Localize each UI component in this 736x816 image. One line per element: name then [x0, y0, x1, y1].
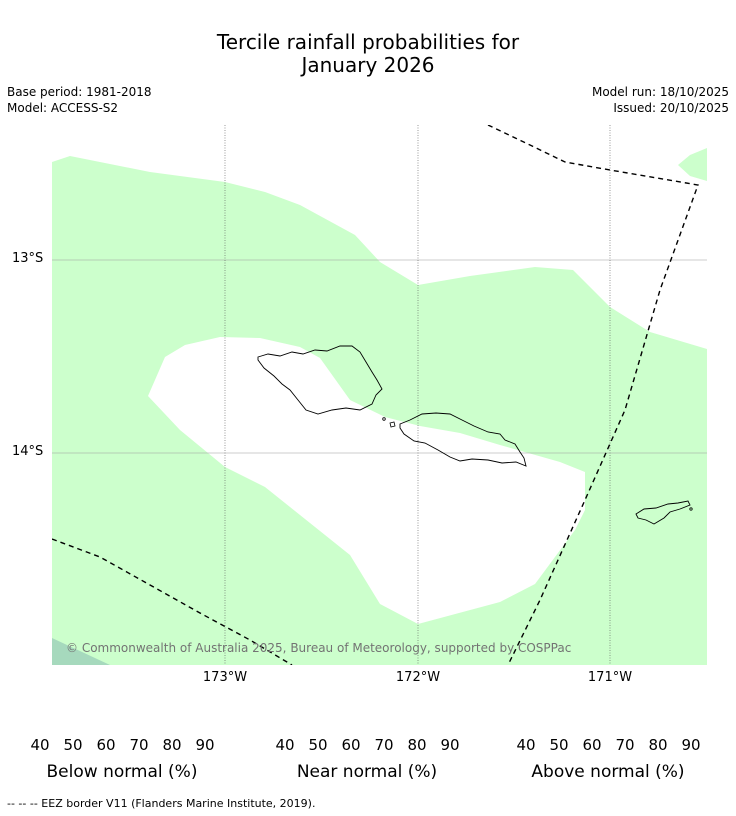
- title-line-2: January 2026: [301, 53, 435, 77]
- eez-border-east: [487, 125, 699, 665]
- eez-legend-note: -- -- -- EEZ border V11 (Flanders Marine…: [7, 797, 316, 810]
- savaii-island: [257, 345, 383, 415]
- below-colorbar-tick: 90: [195, 736, 215, 754]
- near-colorbar-tick: 90: [440, 736, 460, 754]
- below-colorbar-tick: 60: [96, 736, 116, 754]
- apolima-island: [382, 417, 386, 421]
- issued-date: Issued: 20/10/2025: [613, 101, 729, 115]
- eez-border-southwest: [52, 538, 293, 665]
- meta-right: Model run: 18/10/2025 Issued: 20/10/2025: [592, 84, 729, 116]
- above-colorbar-tick: 40: [516, 736, 536, 754]
- above-colorbar-label: Above normal (%): [531, 762, 685, 782]
- lat-label-14s: 14°S: [12, 444, 44, 459]
- below-colorbar-tick: 70: [129, 736, 149, 754]
- lon-label-173w: 173°W: [202, 670, 248, 685]
- below-colorbar-tick: 50: [63, 736, 83, 754]
- below-colorbar-tick: 80: [162, 736, 182, 754]
- lon-label-172w: 172°W: [395, 670, 441, 685]
- lat-label-13s: 13°S: [12, 251, 44, 266]
- base-period: Base period: 1981-2018: [7, 85, 152, 99]
- aunuu-island: [689, 507, 693, 511]
- near-colorbar-tick: 50: [308, 736, 328, 754]
- manono-island: [389, 421, 396, 428]
- above-colorbar-tick: 50: [549, 736, 569, 754]
- below-colorbar-label: Below normal (%): [46, 762, 198, 782]
- upolu-island: [399, 412, 527, 467]
- near-colorbar-label: Near normal (%): [296, 762, 438, 782]
- map-canvas: [52, 125, 707, 665]
- below-colorbar-tick: 40: [30, 736, 50, 754]
- model-name: Model: ACCESS-S2: [7, 101, 119, 115]
- near-colorbar-tick: 60: [341, 736, 361, 754]
- near-colorbar-tick: 70: [374, 736, 394, 754]
- title-line-1: Tercile rainfall probabilities for: [216, 30, 520, 54]
- near-colorbar-tick: 80: [407, 736, 427, 754]
- above-colorbar-tick: 90: [681, 736, 701, 754]
- copyright-notice: © Commonwealth of Australia 2025, Bureau…: [66, 641, 572, 655]
- above-colorbar-tick: 80: [648, 736, 668, 754]
- above-colorbar-tick: 70: [615, 736, 635, 754]
- above-normal-40-blob: [678, 148, 707, 181]
- above-normal-50-corner: [52, 638, 110, 665]
- above-colorbar-tick: 60: [582, 736, 602, 754]
- meta-left: Base period: 1981-2018 Model: ACCESS-S2: [7, 84, 152, 116]
- lon-label-171w: 171°W: [587, 670, 633, 685]
- near-colorbar-tick: 40: [275, 736, 295, 754]
- tutuila-island: [635, 500, 691, 525]
- model-run: Model run: 18/10/2025: [591, 85, 729, 99]
- map-title: Tercile rainfall probabilities for Janua…: [0, 31, 736, 77]
- above-normal-40-region: [52, 156, 707, 665]
